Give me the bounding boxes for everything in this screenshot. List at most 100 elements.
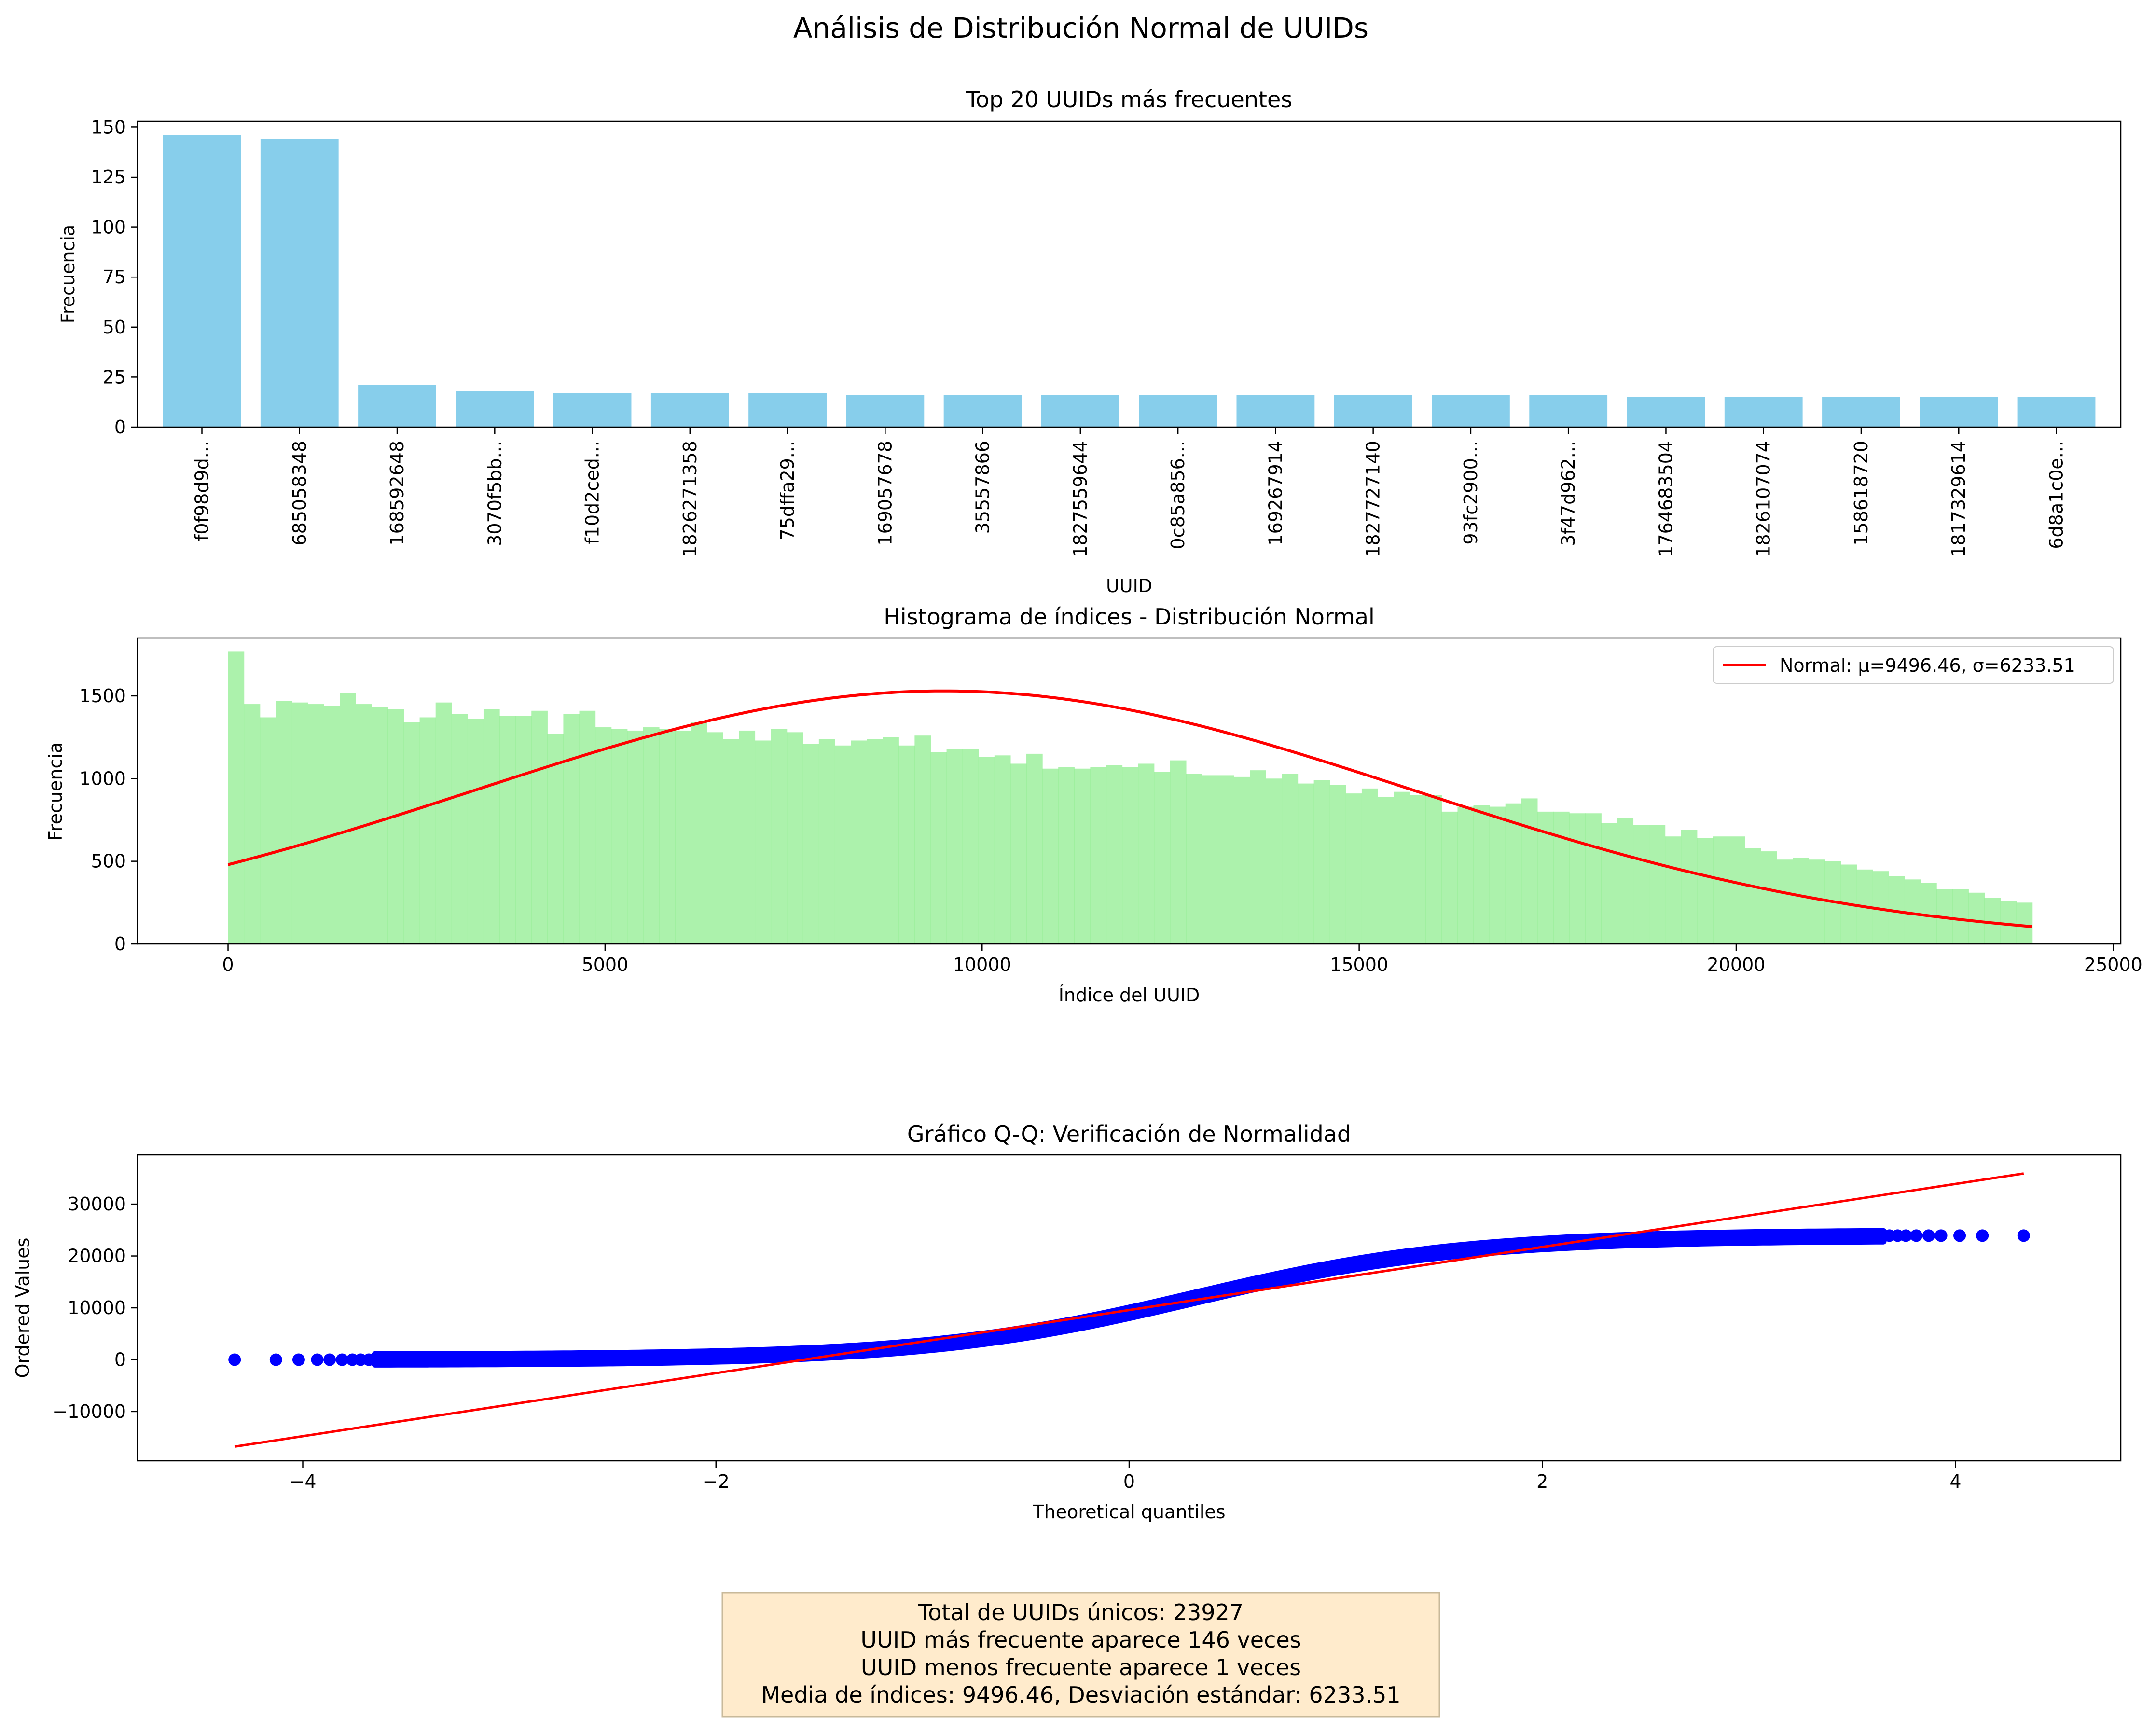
histogram-bin <box>499 716 516 944</box>
histogram-bin <box>1074 768 1091 944</box>
x-tick-label: 4 <box>1949 1471 1961 1492</box>
histogram-bin <box>1697 838 1714 944</box>
bar <box>2017 397 2096 427</box>
histogram-bin <box>1186 774 1202 944</box>
histogram-chart: Histograma de índices - Distribución Nor… <box>45 604 2142 1006</box>
qq-xlabel: Theoretical quantiles <box>1032 1501 1225 1523</box>
qq-fit-line <box>234 1172 2024 1448</box>
x-tick-label: 0 <box>1123 1471 1135 1492</box>
histogram-title: Histograma de índices - Distribución Nor… <box>884 604 1375 630</box>
histogram-bin <box>1793 858 1810 944</box>
summary-background <box>721 1592 1440 1718</box>
x-tick-label: −4 <box>289 1471 316 1492</box>
histogram-bin <box>707 732 723 944</box>
histogram-bin <box>595 727 612 944</box>
histogram-bin <box>1138 763 1155 944</box>
histogram-bin <box>563 714 580 944</box>
bar-chart-marks <box>163 135 2096 427</box>
histogram-bin <box>1761 851 1777 944</box>
x-tick-label: 15000 <box>1330 954 1388 975</box>
y-tick-label: 500 <box>91 851 126 872</box>
histogram-bin <box>1170 760 1187 944</box>
bar <box>1724 397 1803 427</box>
histogram-bin <box>419 717 436 944</box>
bar <box>1041 395 1119 427</box>
histogram-marks <box>227 651 2033 944</box>
histogram-bin <box>1745 848 1761 944</box>
qq-point <box>1899 1229 1912 1242</box>
summary-line-least-frequent: UUID menos frecuente aparece 1 veces <box>861 1654 1301 1680</box>
bar <box>163 135 241 427</box>
histogram-bin <box>914 735 931 944</box>
histogram-bin <box>1553 811 1570 944</box>
qq-point <box>335 1353 348 1366</box>
histogram-bin <box>627 730 644 944</box>
histogram-bin <box>483 709 500 944</box>
histogram-bin <box>1617 818 1634 944</box>
histogram-bin <box>978 757 995 944</box>
qq-point <box>362 1353 375 1366</box>
histogram-bin <box>403 722 420 944</box>
x-tick-label: 1827727140 <box>1363 441 1384 557</box>
x-tick-label: 3070f5bb... <box>484 441 505 546</box>
bar <box>650 393 729 427</box>
histogram-bin <box>883 737 899 944</box>
y-tick-label: 1500 <box>79 685 126 707</box>
bar <box>1236 395 1315 427</box>
histogram-bin <box>1921 883 1937 944</box>
histogram-bin <box>307 704 324 944</box>
histogram-bin <box>1298 783 1314 944</box>
histogram-bin <box>276 701 292 944</box>
qq-axes: −4 −2 0 2 4 −10000 0 10000 20000 30000 <box>52 1193 1961 1492</box>
y-tick-label: 1000 <box>79 768 126 789</box>
histogram-bin <box>1809 860 1825 944</box>
y-tick-label: 20000 <box>68 1246 126 1267</box>
x-tick-label: f0f98d9d... <box>191 441 212 541</box>
legend-box <box>1713 646 2114 684</box>
histogram-bin <box>372 707 388 944</box>
histogram-bin <box>867 739 883 944</box>
histogram-bin <box>1282 774 1299 944</box>
histogram-bin <box>946 749 963 944</box>
y-tick-label: 30000 <box>68 1193 126 1215</box>
histogram-bin <box>1728 836 1745 944</box>
qq-point <box>311 1353 324 1366</box>
x-tick-label: f10d2ced... <box>582 441 603 544</box>
bar-chart-ylabel: Frecuencia <box>57 225 79 323</box>
histogram-legend: Normal: μ=9496.46, σ=6233.51 <box>1713 646 2114 684</box>
bar <box>1529 395 1608 427</box>
x-tick-label: 1817329614 <box>1948 441 1969 557</box>
histogram-bin <box>1410 795 1426 944</box>
y-tick-label: 50 <box>103 317 126 338</box>
x-tick-label: 1826271358 <box>679 441 701 557</box>
histogram-bin <box>611 729 628 944</box>
histogram-bin <box>802 744 819 944</box>
qq-point <box>1976 1229 1989 1242</box>
histogram-bin <box>643 727 660 944</box>
x-tick-label: 6d8a1c0e... <box>2046 441 2067 549</box>
histogram-bin <box>1042 768 1059 944</box>
x-tick-label: 1764683504 <box>1655 441 1676 557</box>
histogram-bin <box>1361 788 1378 944</box>
y-tick-label: 0 <box>114 933 126 955</box>
x-tick-label: 1826107074 <box>1753 441 1774 557</box>
histogram-bin <box>1425 795 1442 944</box>
qq-point <box>1910 1229 1923 1242</box>
qq-point <box>323 1353 336 1366</box>
histogram-bin <box>1713 836 1729 944</box>
qq-title: Gráfico Q-Q: Verificación de Normalidad <box>907 1121 1351 1147</box>
histogram-bin <box>851 740 867 944</box>
histogram-bin <box>2016 902 2033 944</box>
x-tick-label: 169267914 <box>1265 441 1286 546</box>
histogram-bin <box>579 710 596 944</box>
histogram-bin <box>691 722 707 944</box>
histogram-bin <box>515 716 532 944</box>
qq-point <box>1935 1229 1948 1242</box>
x-tick-label: 3f47d962... <box>1558 441 1579 546</box>
histogram-bin <box>994 755 1011 944</box>
x-tick-label: 75dffa29... <box>777 441 798 541</box>
histogram-ylabel: Frecuencia <box>45 742 66 841</box>
x-tick-label: 10000 <box>953 954 1011 975</box>
bar <box>456 391 534 427</box>
